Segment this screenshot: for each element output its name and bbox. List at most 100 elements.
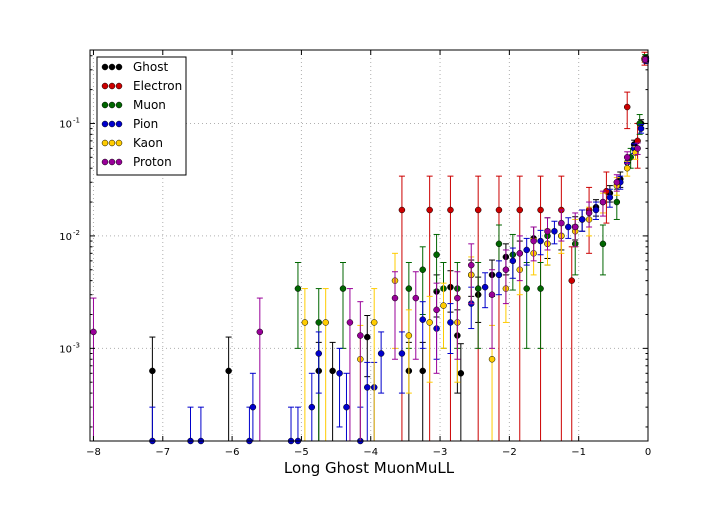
legend-marker (101, 139, 109, 147)
data-point (433, 251, 440, 258)
data-point (346, 319, 354, 326)
data-point (558, 219, 565, 227)
legend-marker (101, 101, 109, 109)
legend-label: Kaon (133, 136, 163, 150)
legend-marker (108, 63, 116, 71)
data-point (364, 384, 371, 391)
legend-marker (108, 139, 116, 147)
data-point (623, 164, 631, 172)
x-tick-label: −1 (571, 447, 586, 458)
data-point (90, 328, 97, 336)
data-point (329, 367, 336, 375)
legend-marker (115, 82, 123, 90)
legend-marker (101, 120, 109, 128)
data-point (613, 179, 621, 186)
data-point (613, 198, 621, 206)
data-point (322, 319, 329, 326)
data-point (419, 316, 426, 323)
data-point (495, 240, 503, 248)
legend-marker (101, 63, 109, 71)
legend-marker (101, 158, 109, 166)
legend-marker (115, 139, 123, 147)
data-point (516, 206, 524, 214)
data-point (419, 266, 426, 274)
data-point (467, 261, 475, 269)
data-point (426, 206, 433, 214)
data-point (339, 285, 347, 292)
data-point (502, 266, 510, 274)
legend-marker (108, 120, 116, 128)
data-point (568, 277, 576, 284)
data-point (523, 246, 530, 254)
data-point (537, 237, 544, 245)
x-tick-label: −4 (363, 447, 378, 458)
data-point (440, 302, 447, 309)
legend-marker (108, 158, 116, 166)
data-point (405, 332, 413, 339)
data-point (370, 319, 378, 326)
series-proton (90, 56, 649, 442)
data-point (509, 257, 517, 265)
y-tick-exponent: -3 (73, 341, 80, 349)
data-point (530, 237, 537, 245)
y-tick-label: 10 (59, 232, 72, 243)
data-point (585, 209, 593, 217)
data-point (599, 240, 607, 248)
legend-box (96, 56, 187, 176)
x-tick-label: −6 (225, 447, 240, 458)
data-point (391, 294, 399, 302)
legend-label: Ghost (133, 60, 168, 74)
x-tick-label: −5 (294, 447, 309, 458)
data-point (225, 367, 232, 375)
data-point (149, 367, 156, 375)
y-tick-label: 10 (59, 344, 72, 355)
data-point (488, 355, 496, 363)
legend-marker (101, 82, 109, 90)
data-point (488, 291, 496, 298)
x-tick-label: −7 (155, 447, 170, 458)
data-point (537, 285, 544, 292)
legend-label: Pion (133, 117, 158, 131)
legend-marker (115, 120, 123, 128)
data-point (343, 403, 350, 411)
data-point (474, 285, 482, 292)
x-tick-label: −3 (433, 447, 448, 458)
data-point (412, 294, 420, 302)
legend-marker (115, 63, 123, 71)
y-tick-exponent: -2 (73, 229, 80, 237)
data-point (301, 319, 309, 326)
data-point (357, 332, 364, 339)
legend: Ghost Electron Muon Pion Kaon Proton (96, 56, 187, 176)
data-point (495, 271, 503, 279)
data-point (495, 206, 503, 214)
y-tick-exponent: -1 (73, 116, 80, 124)
data-point (405, 285, 413, 292)
legend-marker (115, 101, 123, 109)
data-point (447, 206, 454, 214)
data-point (377, 350, 385, 357)
data-point (457, 370, 465, 377)
legend-label: Proton (133, 155, 172, 169)
data-point (634, 145, 641, 152)
data-point (447, 319, 454, 326)
legend-marker (108, 82, 116, 90)
legend-marker (108, 101, 116, 109)
data-point (551, 227, 558, 235)
x-tick-label: −8 (86, 447, 101, 458)
data-point (336, 370, 343, 377)
data-point (398, 206, 406, 214)
legend-label: Muon (133, 98, 166, 112)
legend-marker (115, 158, 123, 166)
data-point (578, 216, 586, 223)
data-point (433, 306, 440, 314)
data-point (398, 350, 406, 357)
data-point (294, 285, 302, 292)
data-point (364, 333, 371, 341)
data-point (315, 319, 322, 326)
data-point (571, 223, 579, 231)
data-point (623, 103, 631, 111)
x-tick-label: 0 (645, 447, 651, 458)
x-tick-label: −2 (502, 447, 517, 458)
data-point (474, 206, 482, 214)
